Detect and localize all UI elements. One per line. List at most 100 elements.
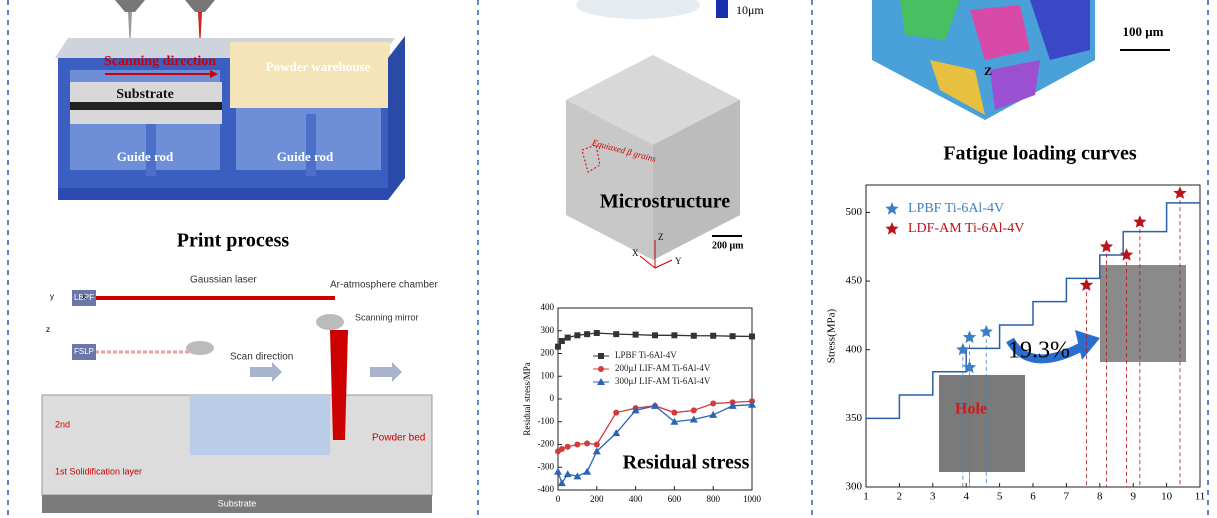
marker [1173, 186, 1187, 199]
marker [573, 472, 582, 480]
marker [670, 417, 679, 425]
axis-label: y [50, 292, 54, 301]
nozzle [115, 0, 145, 12]
grain [970, 5, 1030, 60]
x-tick-label: 0 [556, 494, 561, 504]
y-tick-label: -300 [538, 461, 555, 471]
axis-label: z [46, 325, 50, 334]
marker [1119, 248, 1134, 261]
marker [564, 334, 571, 341]
marker [632, 331, 639, 338]
caption: Microstructure [600, 191, 730, 213]
y-tick-label: 350 [846, 412, 863, 424]
mirror [186, 341, 214, 355]
marker [558, 446, 565, 453]
y-tick-label: 100 [541, 370, 555, 380]
y-axis-label: Residual stress/MPa [522, 362, 532, 435]
grain [990, 60, 1040, 110]
box [72, 290, 96, 306]
y-tick-label: -100 [538, 416, 555, 426]
label: Ar-atmosphere chamber [330, 280, 438, 291]
arrow [250, 362, 282, 382]
label: 10μm [736, 3, 764, 17]
marker [709, 410, 718, 418]
powder [230, 42, 390, 108]
label: Powder bed [372, 433, 425, 444]
marker [593, 441, 600, 448]
beam [198, 12, 202, 50]
side [388, 36, 405, 200]
label: Guide rod [117, 149, 174, 164]
substrate [70, 110, 222, 124]
marker [613, 331, 620, 338]
label: Guide rod [277, 149, 334, 164]
y-tick-label: 450 [846, 275, 863, 287]
print-diagram: Scanning direction Powder warehouse Subs… [55, 0, 405, 252]
marker [593, 330, 600, 337]
label: Scanning mirror [355, 312, 419, 322]
marker [690, 407, 697, 414]
chart-title: Residual stress [623, 452, 750, 474]
marker [671, 332, 678, 339]
marker [710, 332, 717, 339]
marker [598, 353, 604, 359]
marker [563, 470, 572, 478]
axis-label: x [82, 292, 86, 301]
microstructure: 10μm Equiaxed β grains Microstructure 20… [566, 0, 764, 269]
marker [652, 332, 658, 339]
marker [554, 467, 562, 475]
marker [689, 415, 698, 423]
x-tick-label: 7 [1064, 491, 1070, 503]
legend-label: LPBF Ti-6Al-4V [908, 201, 1004, 216]
axis-label: X [632, 248, 639, 258]
x-tick-label: 4 [963, 491, 969, 503]
x-tick-label: 600 [668, 494, 682, 504]
arrowhead [1075, 330, 1100, 360]
label: Substrate [116, 87, 174, 102]
base [58, 188, 388, 200]
x-tick-label: 9 [1130, 491, 1136, 503]
rod [306, 114, 316, 176]
axis [654, 259, 673, 269]
marker [557, 479, 566, 487]
grain [1030, 0, 1090, 60]
marker [612, 429, 621, 437]
marker [574, 441, 581, 448]
melt-zone [190, 395, 330, 455]
legend-label: LDF-AM Ti-6Al-4V [908, 221, 1024, 236]
axis [639, 255, 656, 269]
box [72, 344, 96, 360]
mirror [316, 314, 344, 330]
y-tick-label: 400 [541, 302, 555, 312]
label: 100 μm [1123, 24, 1164, 39]
marker [584, 331, 591, 338]
label: Scan direction [230, 352, 293, 363]
dividers [7, 0, 1209, 518]
x-tick-label: 3 [930, 491, 936, 503]
marker [729, 333, 736, 340]
marker [748, 400, 756, 408]
marker [885, 202, 899, 215]
marker [597, 378, 605, 385]
x-tick-label: 800 [706, 494, 720, 504]
marker [956, 342, 970, 356]
label: 2nd [55, 419, 70, 429]
laser-beam [330, 330, 348, 440]
marker [710, 400, 717, 407]
substrate-bar [42, 495, 432, 513]
marker [651, 401, 659, 409]
y-axis-label: Stress(MPa) [826, 308, 838, 363]
marker [749, 333, 755, 340]
label: Scanning direction [104, 54, 216, 69]
y-tick-label: 300 [846, 481, 863, 493]
legend-label: 200μJ LIF-AM Ti-6Al-4V [615, 363, 711, 373]
beam [128, 12, 132, 50]
x-tick-label: 10 [1161, 491, 1173, 503]
step-line [866, 202, 1200, 420]
y-tick-label: 300 [541, 325, 555, 335]
laser-diagram: LBPF FSLP Ar-atmosphere chamber Gaussian… [41, 275, 438, 513]
marker [584, 440, 591, 447]
marker [728, 401, 737, 409]
arrowhead [210, 70, 218, 78]
marker [962, 330, 977, 344]
